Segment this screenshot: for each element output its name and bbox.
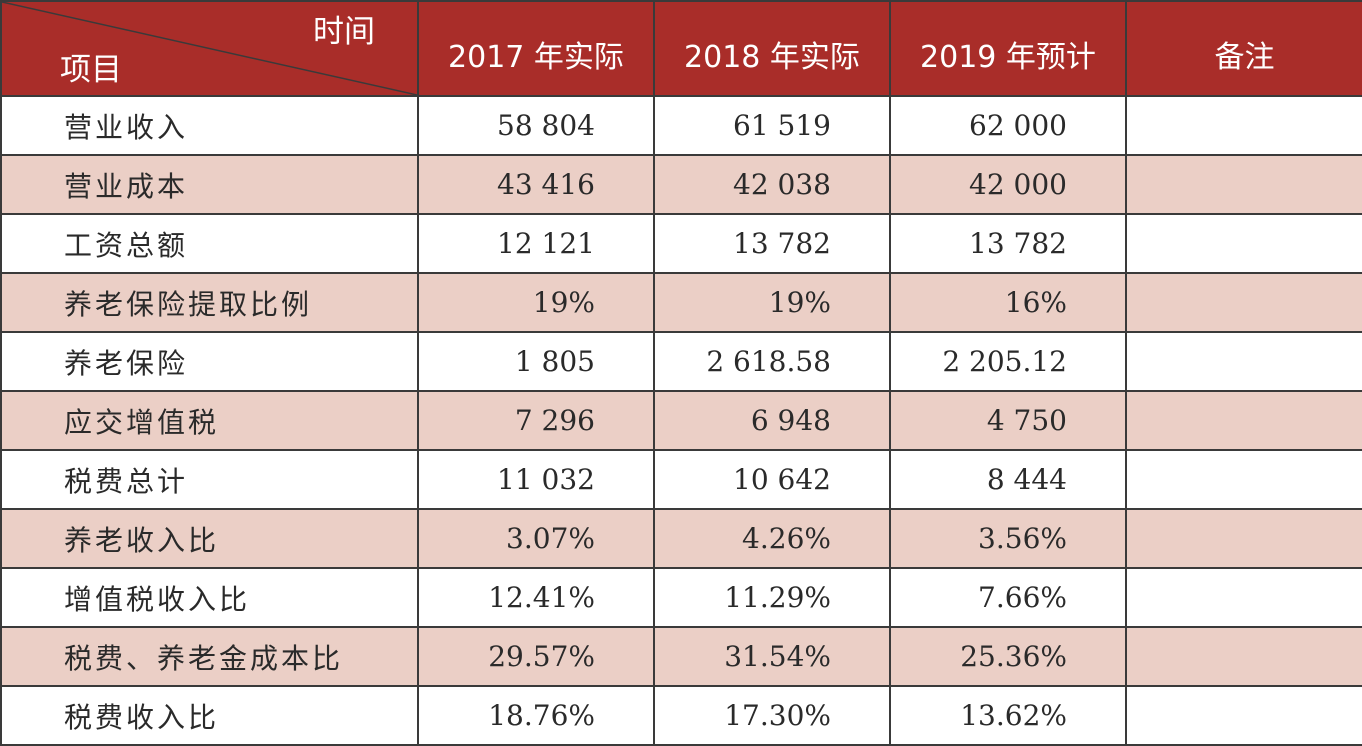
row-label: 税费、养老金成本比 [0,626,419,687]
table-row: 增值税收入比 12.41% 11.29% 7.66% [0,567,1362,628]
cell-2017: 18.76% [417,685,655,746]
cell-2017: 29.57% [417,626,655,687]
cell-remarks [1125,626,1362,687]
diagonal-divider [2,2,417,95]
row-label: 养老保险提取比例 [0,272,419,333]
cell-2018: 10 642 [653,449,891,510]
cell-remarks [1125,95,1362,156]
cell-2017: 12 121 [417,213,655,274]
cell-2018: 19% [653,272,891,333]
cell-2019: 8 444 [889,449,1127,510]
column-header-2017: 2017 年实际 [417,0,655,97]
cell-2019: 7.66% [889,567,1127,628]
cell-2018: 61 519 [653,95,891,156]
table-row: 营业收入 58 804 61 519 62 000 [0,95,1362,156]
cell-remarks [1125,508,1362,569]
cell-2017: 3.07% [417,508,655,569]
cell-2018: 6 948 [653,390,891,451]
row-label: 应交增值税 [0,390,419,451]
cell-2018: 4.26% [653,508,891,569]
corner-time-label: 时间 [313,14,375,50]
cell-remarks [1125,272,1362,333]
cell-2019: 62 000 [889,95,1127,156]
table-header: 时间 项目 2017 年实际 2018 年实际 2019 年预计 备注 [0,0,1362,97]
table-body: 营业收入 58 804 61 519 62 000 营业成本 43 416 42… [0,95,1362,746]
table-row: 营业成本 43 416 42 038 42 000 [0,154,1362,215]
corner-item-label: 项目 [60,52,122,88]
column-header-remarks: 备注 [1125,0,1362,97]
cell-2018: 42 038 [653,154,891,215]
cell-remarks [1125,567,1362,628]
cell-2019: 2 205.12 [889,331,1127,392]
cell-2019: 42 000 [889,154,1127,215]
cell-2017: 7 296 [417,390,655,451]
table-row: 养老保险提取比例 19% 19% 16% [0,272,1362,333]
cell-2019: 25.36% [889,626,1127,687]
cell-remarks [1125,331,1362,392]
table-row: 税费总计 11 032 10 642 8 444 [0,449,1362,510]
cell-remarks [1125,449,1362,510]
column-header-2019: 2019 年预计 [889,0,1127,97]
cell-2017: 1 805 [417,331,655,392]
cell-2018: 11.29% [653,567,891,628]
cell-2019: 13.62% [889,685,1127,746]
cell-2019: 3.56% [889,508,1127,569]
table-row: 税费、养老金成本比 29.57% 31.54% 25.36% [0,626,1362,687]
cell-2018: 17.30% [653,685,891,746]
cell-2018: 2 618.58 [653,331,891,392]
row-label: 工资总额 [0,213,419,274]
cell-2017: 12.41% [417,567,655,628]
cell-2019: 13 782 [889,213,1127,274]
column-header-2018: 2018 年实际 [653,0,891,97]
cell-remarks [1125,390,1362,451]
row-label: 税费总计 [0,449,419,510]
cell-remarks [1125,685,1362,746]
row-label: 养老收入比 [0,508,419,569]
cell-remarks [1125,213,1362,274]
row-label: 营业成本 [0,154,419,215]
table-row: 工资总额 12 121 13 782 13 782 [0,213,1362,274]
cell-2019: 16% [889,272,1127,333]
row-label: 养老保险 [0,331,419,392]
cell-2017: 11 032 [417,449,655,510]
table-row: 应交增值税 7 296 6 948 4 750 [0,390,1362,451]
cell-2017: 58 804 [417,95,655,156]
cell-2019: 4 750 [889,390,1127,451]
table-row: 养老保险 1 805 2 618.58 2 205.12 [0,331,1362,392]
table-row: 税费收入比 18.76% 17.30% 13.62% [0,685,1362,746]
corner-header-cell: 时间 项目 [0,0,419,97]
header-row: 时间 项目 2017 年实际 2018 年实际 2019 年预计 备注 [0,0,1362,97]
row-label: 营业收入 [0,95,419,156]
row-label: 税费收入比 [0,685,419,746]
cell-2017: 19% [417,272,655,333]
cell-remarks [1125,154,1362,215]
cell-2017: 43 416 [417,154,655,215]
table-row: 养老收入比 3.07% 4.26% 3.56% [0,508,1362,569]
row-label: 增值税收入比 [0,567,419,628]
cell-2018: 31.54% [653,626,891,687]
cell-2018: 13 782 [653,213,891,274]
